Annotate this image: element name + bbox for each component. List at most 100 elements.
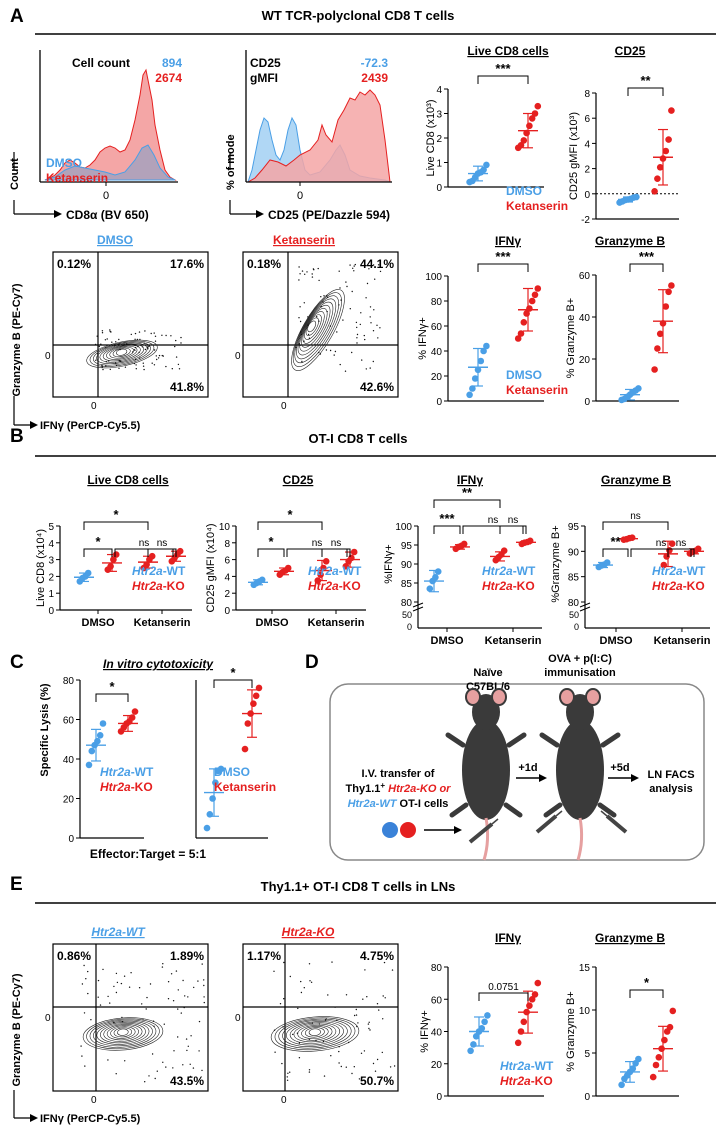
data-point — [668, 107, 675, 114]
flow-event-dot — [279, 1003, 282, 1005]
flow-event-dot — [361, 1076, 363, 1079]
flow-contour — [291, 289, 345, 371]
flow-event-dot — [353, 265, 355, 267]
flow-event-dot — [83, 964, 85, 967]
chart-y-tick-label: -2 — [581, 215, 590, 226]
chart-axis-break — [412, 602, 424, 608]
flow-event-dot — [325, 1018, 327, 1020]
data-point — [629, 1065, 637, 1072]
data-point — [651, 366, 658, 373]
data-point — [534, 979, 542, 987]
flow-event-dot — [353, 1066, 355, 1068]
flow-event-dot — [162, 1061, 164, 1064]
legend-entry: Htr2a-WT — [132, 564, 186, 578]
legend-entry: Htr2a-KO — [652, 579, 705, 593]
flow-event-dot — [153, 364, 156, 366]
flow-event-dot — [190, 1035, 192, 1037]
significance-bracket — [433, 525, 461, 534]
flow-event-dot — [142, 365, 145, 367]
flow-contour — [106, 345, 138, 360]
d-mouse1-line1: Naïve — [473, 667, 502, 679]
flow-event-dot — [327, 994, 329, 996]
data-point — [520, 319, 528, 326]
histogram-cd8: 0 Cell count 894 2674 DMSO Ketanserin Co… — [9, 50, 182, 222]
flow-event-dot — [317, 267, 319, 270]
flow-event-dot — [132, 351, 134, 353]
flow-event-dot — [172, 1067, 174, 1069]
hist2-header-1: CD25 — [250, 56, 281, 70]
flow-event-dot — [145, 1008, 147, 1010]
flow-event-dot — [340, 1065, 342, 1068]
flow-event-dot — [355, 1014, 358, 1016]
flow-event-dot — [95, 359, 97, 361]
chart-A-gzmb: Granzyme B 0 20 40 60 % Granzyme B+ *** — [565, 234, 679, 408]
hist1-value-dmso: 894 — [162, 56, 182, 70]
significance-label: ** — [610, 534, 621, 549]
panel-b-label: B — [10, 426, 24, 447]
flow-event-dot — [156, 358, 158, 361]
data-point — [470, 1041, 477, 1048]
flow-event-dot — [94, 343, 97, 346]
flow-event-dot — [369, 306, 372, 308]
data-point — [526, 305, 533, 312]
flow-event-dot — [307, 333, 310, 336]
flow-event-dot — [362, 998, 364, 1000]
significance-label: ns — [508, 515, 519, 526]
chart-axis-break — [579, 606, 591, 612]
flow-event-dot — [147, 348, 149, 350]
flow-a2-title: Ketanserin — [273, 233, 335, 247]
flow-event-dot — [148, 345, 150, 347]
flow-contour — [116, 348, 128, 356]
flow-event-dot — [354, 263, 356, 266]
chart-y-tick-label: 90 — [568, 547, 580, 558]
flow-quadrant-ur: 4.75% — [360, 949, 394, 963]
flow-event-dot — [177, 989, 179, 991]
data-point — [652, 1061, 660, 1069]
flow-event-dot — [376, 1058, 379, 1061]
legend-entry: Ketanserin — [506, 383, 568, 397]
significance-bracket — [83, 548, 113, 557]
flow-event-dot — [152, 1020, 155, 1022]
flow-event-dot — [338, 1050, 340, 1053]
flow-quadrant-lr: 41.8% — [170, 380, 204, 394]
chart-A-live: Live CD8 cells 0 1 2 3 4 Live CD8 (x10³) *** DMS… — [425, 44, 568, 213]
chart-title: IFNγ — [495, 931, 521, 945]
flow-event-dot — [193, 986, 195, 989]
syringe-icon — [468, 818, 499, 844]
data-point — [531, 110, 539, 117]
flow-event-dot — [334, 350, 337, 353]
flow-event-dot — [339, 287, 341, 289]
flow-event-dot — [134, 332, 137, 335]
flow-event-dot — [118, 360, 121, 362]
flow-event-dot — [356, 326, 358, 329]
flow-event-dot — [134, 358, 137, 361]
flow-event-dot — [149, 983, 152, 985]
flow-contour — [297, 301, 334, 356]
significance-bracket — [147, 548, 177, 557]
flow-event-dot — [345, 281, 347, 283]
flow-event-dot — [87, 970, 89, 973]
flow-event-dot — [98, 345, 101, 348]
flow-event-dot — [161, 966, 164, 968]
flow-event-dot — [105, 365, 107, 367]
flow-event-dot — [81, 983, 84, 985]
flow-plot-htr2a-ko: Htr2a-KO 1.17% 4.75% 50.7% 0 0 — [235, 925, 399, 1106]
significance-label: ** — [462, 485, 473, 500]
significance-bracket — [477, 75, 529, 84]
flow-event-dot — [128, 986, 131, 988]
flow-contour — [99, 1022, 146, 1044]
flow-event-dot — [356, 342, 358, 344]
data-point — [477, 357, 485, 365]
data-point — [203, 824, 211, 832]
chart-y-tick-label: 6 — [224, 556, 230, 567]
legend-entry: Htr2a-WT — [652, 564, 706, 578]
chart-y-tick-label: 5 — [584, 1049, 590, 1060]
data-point — [661, 1036, 668, 1044]
chart-y-tick-label: 5 — [48, 522, 54, 533]
flow-contour — [92, 341, 151, 366]
flow-event-dot — [102, 368, 104, 371]
panel-c-ylabel: Specific Lysis (%) — [39, 683, 51, 776]
flow-event-dot — [344, 370, 347, 372]
significance-label: *** — [495, 249, 511, 264]
